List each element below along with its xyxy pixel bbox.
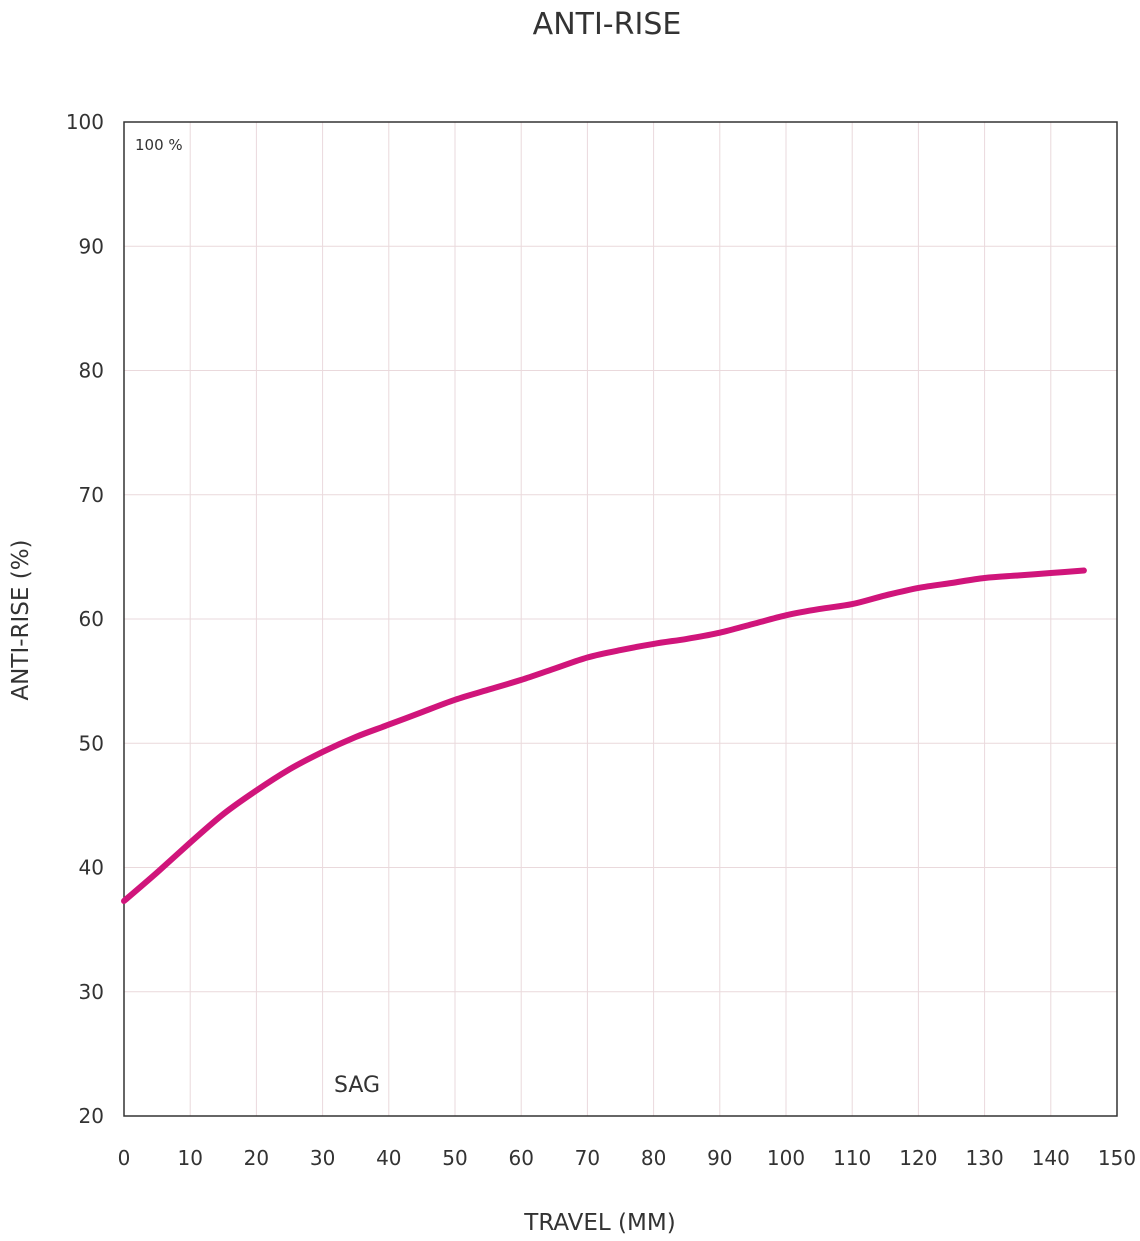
x-tick-label: 110: [833, 1146, 871, 1170]
anti-rise-series-line: [121, 567, 1087, 904]
x-tick-label: 120: [899, 1146, 937, 1170]
y-tick-label: 40: [79, 856, 104, 880]
x-tick-label: 0: [118, 1146, 131, 1170]
y-tick-label: 30: [79, 980, 104, 1004]
y-tick-label: 80: [79, 359, 104, 383]
y-axis-label: ANTI-RISE (%): [8, 539, 34, 700]
x-tick-label: 80: [641, 1146, 666, 1170]
sag-label: SAG: [334, 1073, 380, 1098]
y-tick-label: 90: [79, 234, 104, 258]
plot-frame: [123, 121, 1118, 1117]
y-tick-labels: 20 30 40 50 60 70 80 90 100: [66, 110, 104, 1128]
x-tick-label: 20: [244, 1146, 269, 1170]
top-left-annotation: 100 %: [135, 136, 183, 154]
x-tick-label: 30: [310, 1146, 335, 1170]
x-tick-label: 130: [966, 1146, 1004, 1170]
x-tick-label: 70: [575, 1146, 600, 1170]
x-tick-label: 100: [767, 1146, 805, 1170]
y-tick-label: 60: [79, 607, 104, 631]
y-tick-label: 70: [79, 483, 104, 507]
x-tick-label: 10: [177, 1146, 202, 1170]
x-tick-label: 90: [707, 1146, 732, 1170]
y-tick-label: 20: [79, 1104, 104, 1128]
x-tick-label: 140: [1032, 1146, 1070, 1170]
x-tick-label: 150: [1098, 1146, 1136, 1170]
x-tick-label: 60: [508, 1146, 533, 1170]
x-tick-label: 50: [442, 1146, 467, 1170]
grid: [124, 122, 1117, 1116]
x-tick-labels: 0 10 20 30 40 50 60 70 80 90 100 110 120 130 140 150: [118, 1146, 1136, 1170]
x-axis-label: TRAVEL (MM): [523, 1210, 675, 1236]
y-tick-label: 50: [79, 731, 104, 755]
chart-title: ANTI-RISE: [533, 7, 682, 42]
y-tick-label: 100: [66, 110, 104, 134]
x-tick-label: 40: [376, 1146, 401, 1170]
